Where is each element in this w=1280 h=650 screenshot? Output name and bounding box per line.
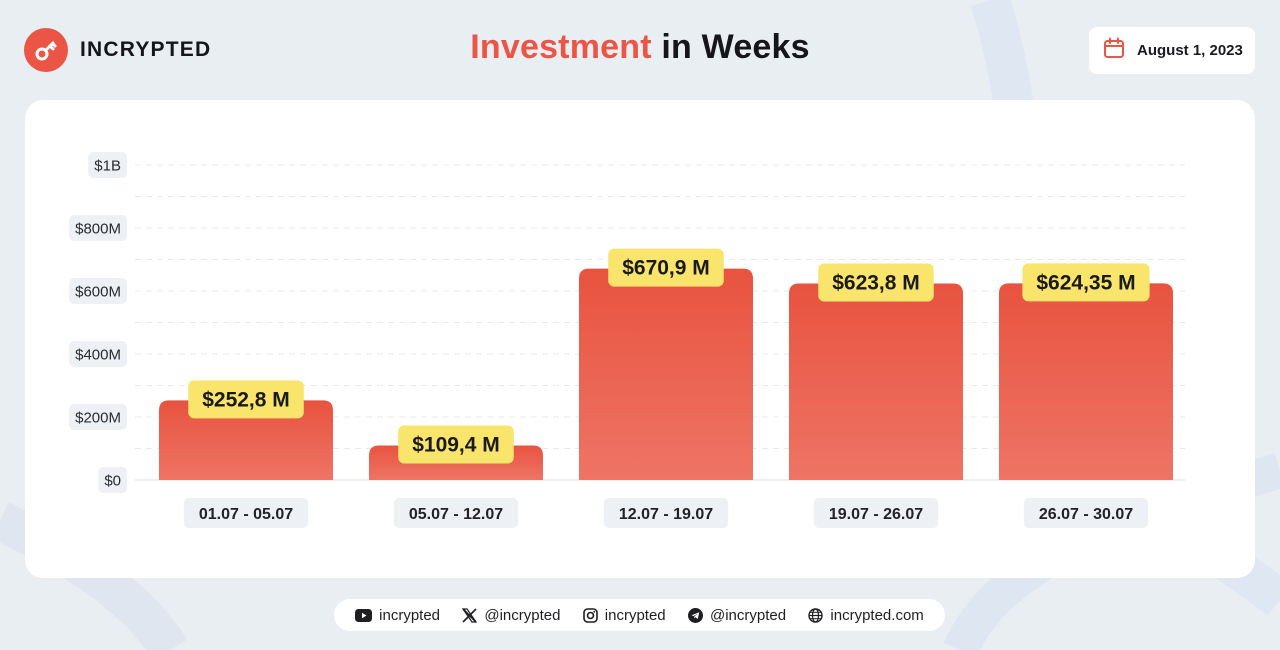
- value-pill: [398, 425, 514, 464]
- footer-website[interactable]: incrypted.com: [808, 606, 924, 624]
- bar-value-label: $670,9 M: [608, 248, 724, 287]
- page-title: Investment in Weeks: [0, 28, 1280, 67]
- category-label: 12.07 - 19.07: [619, 506, 713, 523]
- value-text: $623,8 M: [832, 272, 920, 295]
- value-text: $252,8 M: [202, 388, 290, 411]
- category-pill: [393, 498, 519, 528]
- bar-value-label: $624,35 M: [1022, 263, 1150, 302]
- category-pill: [813, 498, 939, 528]
- instagram-icon: [582, 607, 598, 623]
- footer-youtube-text: incrypted: [379, 606, 441, 624]
- chart-card: $0 $200M $400M $600M $800M $1B $252,8 M $109,4…: [25, 100, 1255, 578]
- bar[interactable]: [159, 400, 333, 480]
- footer-telegram[interactable]: @incrypted: [687, 606, 787, 624]
- y-tick-label: $800M: [75, 221, 121, 238]
- value-text: $624,35 M: [1036, 271, 1135, 294]
- bar-value-label: $109,4 M: [398, 425, 514, 464]
- category-pill: [1023, 498, 1149, 528]
- bar-value-label: $623,8 M: [818, 263, 934, 302]
- title-accent: Investment: [470, 28, 652, 66]
- y-tick-label: $0: [104, 473, 121, 490]
- y-tick-label: $1B: [94, 158, 121, 175]
- youtube-icon: [355, 608, 373, 622]
- y-tick: $600M: [69, 278, 127, 304]
- footer-instagram-text: incrypted: [604, 606, 666, 624]
- y-tick-pill: [88, 152, 127, 178]
- telegram-icon: [687, 607, 703, 623]
- value-pill: [818, 263, 934, 302]
- brand-name: INCRYPTED: [80, 38, 212, 61]
- globe-icon: [808, 607, 824, 623]
- y-tick: $400M: [69, 341, 127, 367]
- category-pill: [603, 498, 729, 528]
- y-tick-label: $200M: [75, 410, 121, 427]
- social-footer: incrypted @incrypted incrypted @incrypte…: [334, 599, 945, 631]
- x-category: 19.07 - 26.07: [813, 498, 939, 528]
- x-category: 01.07 - 05.07: [183, 498, 309, 528]
- title-rest: in Weeks: [661, 28, 810, 66]
- y-tick: $1B: [88, 152, 127, 178]
- y-tick-pill: [69, 404, 127, 430]
- bar-value-label: $252,8 M: [188, 380, 304, 419]
- bar[interactable]: [579, 268, 753, 480]
- footer-x-text: @incrypted: [484, 606, 561, 624]
- x-category: 12.07 - 19.07: [603, 498, 729, 528]
- category-label: 05.07 - 12.07: [409, 506, 503, 523]
- y-tick-pill: [98, 467, 127, 493]
- footer-x[interactable]: @incrypted: [462, 607, 560, 624]
- bar-chart: $0 $200M $400M $600M $800M $1B $252,8 M $109,4…: [69, 152, 1185, 528]
- y-tick-label: $400M: [75, 347, 121, 364]
- category-label: 26.07 - 30.07: [1039, 506, 1133, 523]
- category-label: 01.07 - 05.07: [199, 506, 293, 523]
- y-tick: $800M: [69, 215, 127, 241]
- y-tick: $0: [98, 467, 127, 493]
- category-pill: [183, 498, 309, 528]
- footer-telegram-text: @incrypted: [709, 606, 787, 624]
- brand: INCRYPTED: [24, 28, 211, 72]
- x-category: 05.07 - 12.07: [393, 498, 519, 528]
- value-pill: [188, 380, 304, 419]
- footer-instagram[interactable]: incrypted: [582, 606, 666, 624]
- y-tick-pill: [69, 278, 127, 304]
- date-text: August 1, 2023: [1137, 42, 1243, 59]
- y-tick-pill: [69, 341, 127, 367]
- y-tick: $200M: [69, 404, 127, 430]
- bar[interactable]: [789, 283, 963, 480]
- footer-website-text: incrypted.com: [830, 606, 924, 624]
- value-text: $109,4 M: [412, 434, 500, 457]
- y-tick-pill: [69, 215, 127, 241]
- calendar-icon: [1103, 37, 1125, 64]
- x-category: 26.07 - 30.07: [1023, 498, 1149, 528]
- footer-youtube[interactable]: incrypted: [355, 607, 440, 624]
- date-card: August 1, 2023: [1089, 27, 1255, 74]
- key-icon: [24, 28, 68, 72]
- value-pill: [608, 248, 724, 287]
- category-label: 19.07 - 26.07: [829, 506, 923, 523]
- value-pill: [1022, 263, 1150, 302]
- bar[interactable]: [999, 283, 1173, 480]
- value-text: $670,9 M: [622, 257, 710, 280]
- x-icon: [462, 607, 478, 623]
- y-tick-label: $600M: [75, 284, 121, 301]
